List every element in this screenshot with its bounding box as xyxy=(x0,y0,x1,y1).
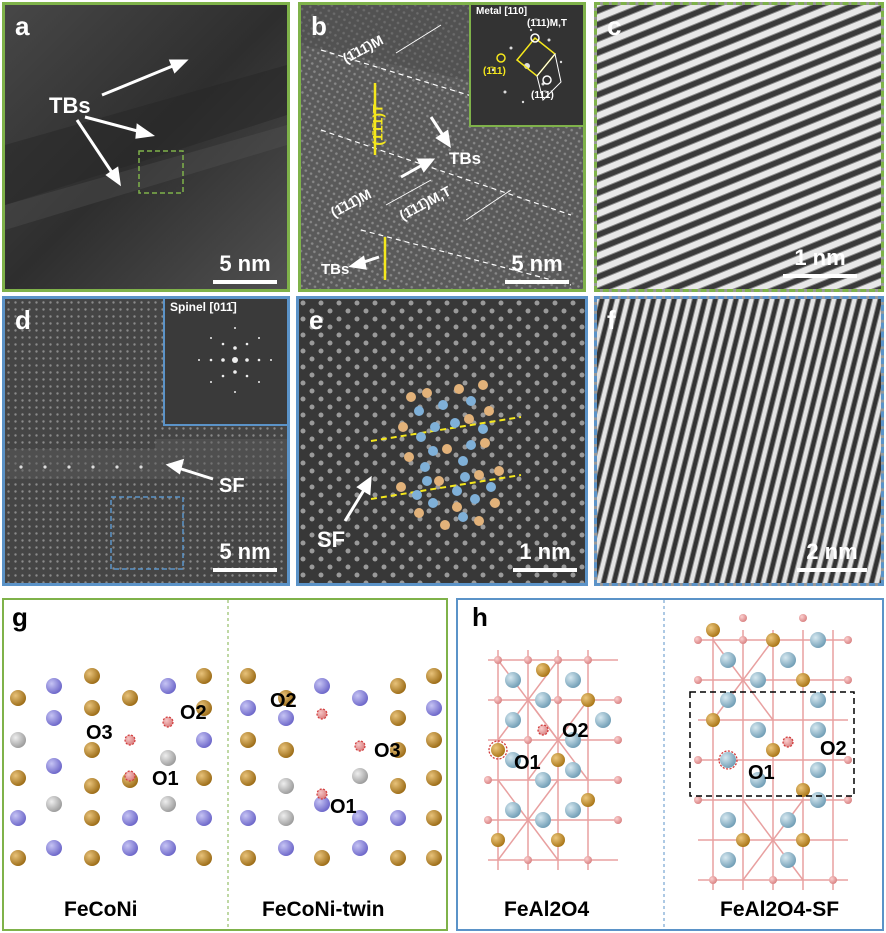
panel-b-miller-twin: (1̄1̄1)T xyxy=(369,104,386,146)
panel-e-image xyxy=(299,299,585,583)
panel-f-scale-bar: 2 nm xyxy=(797,539,867,572)
panel-e-scale-line xyxy=(513,568,577,572)
panel-f-scale-line xyxy=(797,568,867,572)
panel-g-site-o3-right: O3 xyxy=(374,740,401,762)
panel-g-label-fecconi: FeCoNi xyxy=(64,898,138,921)
panel-c-scale-line xyxy=(783,274,857,278)
panel-g-site-o2-right: O2 xyxy=(270,690,297,712)
panel-d-scale-line xyxy=(213,568,277,572)
panel-b-inset-miller-yellow: (1̄11) xyxy=(483,66,506,77)
fealo-bonds-left xyxy=(488,650,618,870)
panel-h-letter: h xyxy=(472,602,488,632)
panel-d-fft-inset: Spinel [011̄] xyxy=(163,299,287,426)
panel-b-scale-text: 5 nm xyxy=(511,251,563,276)
panel-e: e SF 1 nm xyxy=(296,296,588,586)
panel-b-inset-title: Metal [110] xyxy=(476,6,528,17)
panel-b: Metal [110] (1̄11)M,T (1̄11) (11̄1) b (1… xyxy=(298,2,586,292)
panel-e-sf-label: SF xyxy=(317,527,346,552)
panel-e-scale-text: 1 nm xyxy=(519,539,571,564)
panel-h-site-o1-left: O1 xyxy=(514,752,541,774)
panel-g-site-o1-right: O1 xyxy=(330,796,357,818)
fecconi-lattice-left xyxy=(10,668,212,866)
panel-b-scale-bar: 5 nm xyxy=(505,251,569,284)
panel-e-scale-bar: 1 nm xyxy=(513,539,577,572)
panel-d-inset-title: Spinel [011̄] xyxy=(170,300,237,314)
panel-f-letter: f xyxy=(607,305,616,335)
panel-a-scale-line xyxy=(213,280,277,284)
panel-c-filtered-image xyxy=(597,5,881,289)
panel-c: c 1 nm xyxy=(594,2,884,292)
panel-d-fft-pattern xyxy=(165,299,287,424)
panel-a-scale-bar: 5 nm xyxy=(213,251,277,284)
panel-h: h O2 O1 O2 O1 FeAl2O4 FeAl2O4-SF xyxy=(456,598,884,931)
panel-b-letter: b xyxy=(311,11,327,41)
panel-h-structures xyxy=(484,600,855,929)
panel-g-label-fecconi-twin: FeCoNi-twin xyxy=(262,898,385,921)
panel-g-site-o3-left: O3 xyxy=(86,722,113,744)
panel-d-scale-text: 5 nm xyxy=(219,539,271,564)
panel-b-tbs-label-1: TBs xyxy=(449,149,482,168)
panel-d-sf-label: SF xyxy=(219,475,245,497)
panel-a-image xyxy=(5,5,287,289)
panel-g-letter: g xyxy=(12,602,28,632)
panel-b-inset-miller-mt: (1̄11)M,T xyxy=(527,18,568,29)
panel-d-scale-bar: 5 nm xyxy=(213,539,277,572)
panel-c-letter: c xyxy=(607,11,622,41)
panel-b-inset-miller-white: (11̄1) xyxy=(531,90,554,101)
panel-a: a TBs 5 nm xyxy=(2,2,290,292)
panel-g-site-o1-left: O1 xyxy=(152,768,179,790)
panel-h-site-o2-right: O2 xyxy=(820,738,847,760)
panel-f: f 2 nm xyxy=(594,296,884,586)
panel-b-fft-pattern xyxy=(471,5,583,125)
fealo-sf-atoms xyxy=(694,614,852,884)
panel-c-scale-text: 1 nm xyxy=(794,245,846,270)
panel-a-letter: a xyxy=(15,11,30,41)
panel-h-label-fealo: FeAl2O4 xyxy=(504,898,590,921)
panel-g-site-o2-left: O2 xyxy=(180,702,207,724)
panel-b-fft-inset: Metal [110] (1̄11)M,T (1̄11) (11̄1) xyxy=(469,5,583,127)
panel-d: Spinel [011̄] d SF 5 nm xyxy=(2,296,290,586)
panel-b-scale-line xyxy=(505,280,569,284)
panel-g: g O3 O2 O1 O2 O3 O1 FeCoNi FeCoNi-twin xyxy=(2,598,448,931)
panel-a-scale-text: 5 nm xyxy=(219,251,271,276)
panel-b-tbs-label-2: TBs xyxy=(321,261,350,278)
fealo-atoms-left xyxy=(484,656,622,864)
panel-c-scale-bar: 1 nm xyxy=(783,245,857,278)
panel-a-tbs-label: TBs xyxy=(49,93,91,118)
panel-h-site-o1-right: O1 xyxy=(748,762,775,784)
panel-h-site-o2-left: O2 xyxy=(562,720,589,742)
panel-g-structures xyxy=(10,600,442,929)
panel-d-letter: d xyxy=(15,305,31,335)
fecconi-twin-lattice xyxy=(240,668,442,866)
panel-e-letter: e xyxy=(309,305,324,335)
panel-h-label-fealo-sf: FeAl2O4-SF xyxy=(720,898,840,921)
panel-f-filtered-image xyxy=(597,299,881,583)
panel-f-scale-text: 2 nm xyxy=(806,539,858,564)
